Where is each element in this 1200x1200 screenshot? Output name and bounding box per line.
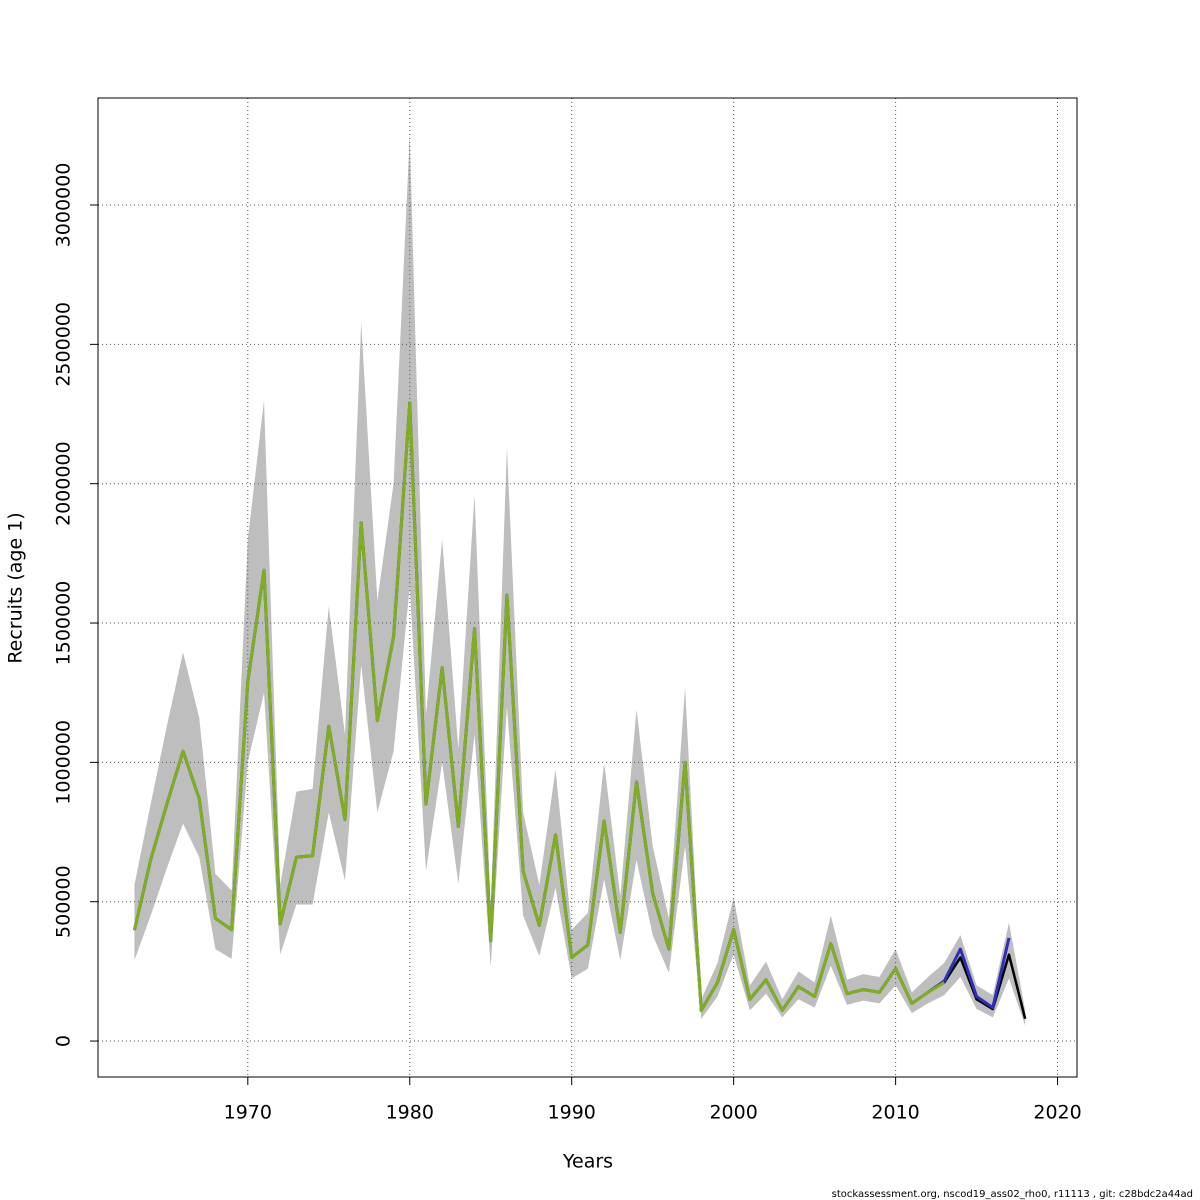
series-line <box>132 401 945 1012</box>
x-tick-label: 1970 <box>224 1102 272 1124</box>
x-axis-label: Years <box>562 1151 613 1173</box>
x-tick-label: 2010 <box>871 1102 919 1124</box>
footer: stockassessment.org, nscod19_ass02_rho0,… <box>832 1189 1193 1200</box>
x-tick-label: 2000 <box>709 1102 757 1124</box>
y-tick-label: 2500000 <box>53 302 75 387</box>
y-tick-label: 1000000 <box>53 720 75 805</box>
x-tick-label: 2020 <box>1033 1102 1081 1124</box>
y-tick-label: 500000 <box>53 865 75 938</box>
x-tick-label: 1980 <box>386 1102 434 1124</box>
y-tick-label: 0 <box>53 1035 75 1047</box>
y-tick-label: 2000000 <box>53 441 75 526</box>
y-tick-label: 1500000 <box>53 581 75 666</box>
y-tick-label: 3000000 <box>53 163 75 248</box>
plot-frame <box>97 97 1078 1078</box>
confidence-band <box>134 135 1026 1026</box>
x-tick-label: 1990 <box>548 1102 596 1124</box>
y-axis-label: Recruits (age 1) <box>5 512 27 663</box>
